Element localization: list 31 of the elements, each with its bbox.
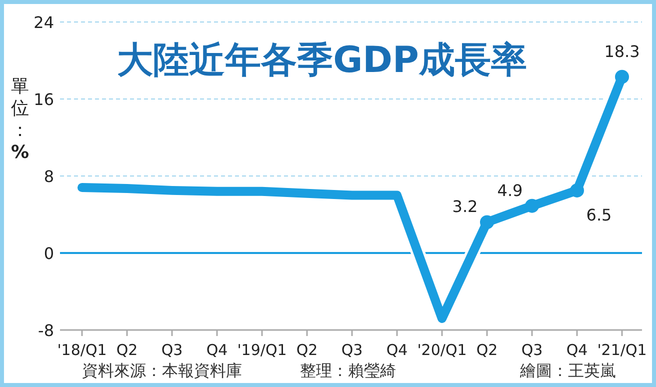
data-label: 4.9 <box>497 180 523 200</box>
y-axis-title: 單位：% <box>10 76 30 163</box>
point <box>570 183 584 198</box>
x-tick-label: Q2 <box>296 341 318 359</box>
x-tick-label: Q4 <box>206 341 228 359</box>
x-tick-label: Q3 <box>161 341 183 359</box>
text: 整理：賴瑩綺 <box>300 361 396 380</box>
y-tick-label: 24 <box>34 13 54 32</box>
y-tick-label: 0 <box>44 244 54 263</box>
x-tick-label: Q2 <box>476 341 498 359</box>
x-tick-label: Q4 <box>386 341 408 359</box>
x-tick-label: Q3 <box>521 341 543 359</box>
x-tick-label: Q2 <box>116 341 138 359</box>
x-tick-label: '19/Q1 <box>237 341 287 359</box>
point <box>615 70 629 84</box>
x-tick-label: Q3 <box>341 341 363 359</box>
x-tick-label: '18/Q1 <box>57 341 107 359</box>
data-label: 3.2 <box>452 197 478 216</box>
data-label: 18.3 <box>604 42 640 61</box>
data-label: 6.5 <box>586 205 612 224</box>
text: 繪圖：王英嵐 <box>519 361 616 380</box>
source-note: 資料來源：本報資料庫 <box>82 361 242 380</box>
point <box>525 198 539 213</box>
x-tick-label: '20/Q1 <box>417 341 467 359</box>
x-tick-label: '21/Q1 <box>597 341 647 359</box>
y-tick-label: 8 <box>44 167 54 186</box>
y-tick-label: 16 <box>34 90 54 109</box>
text: 大陸近年各季GDP成長率 <box>117 40 527 81</box>
y-tick-label: -8 <box>38 321 54 340</box>
point <box>480 215 494 230</box>
x-tick-label: Q4 <box>566 341 588 359</box>
